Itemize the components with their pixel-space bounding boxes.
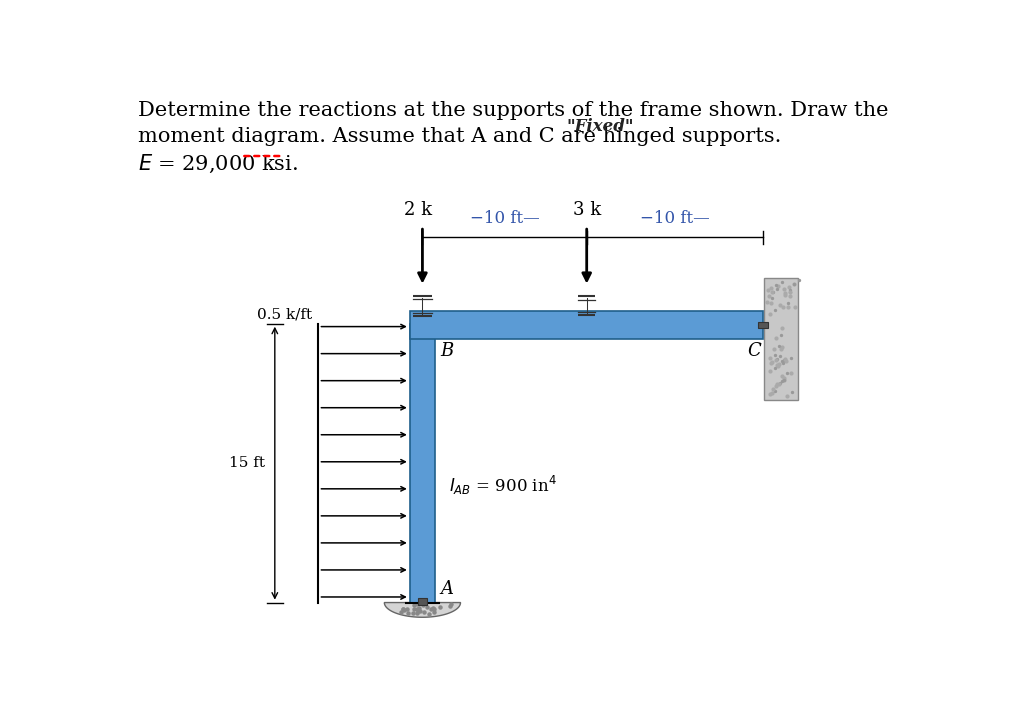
Bar [765, 277, 798, 400]
Bar [410, 311, 763, 339]
Text: $I_{BC}$ = 400 in$^4$: $I_{BC}$ = 400 in$^4$ [556, 313, 665, 337]
Text: C: C [748, 342, 761, 360]
Bar [758, 321, 768, 328]
Text: 2 k: 2 k [404, 201, 432, 219]
Text: 3 k: 3 k [572, 201, 601, 219]
Bar [418, 598, 427, 605]
Text: 15 ft: 15 ft [229, 456, 265, 470]
Text: −10 ft—: −10 ft— [640, 211, 710, 227]
Text: B: B [440, 342, 454, 360]
Text: A: A [440, 580, 453, 598]
Text: −10 ft—: −10 ft— [470, 211, 540, 227]
Text: 0.5 k/ft: 0.5 k/ft [257, 308, 312, 321]
Text: $I_{AB}$ = 900 in$^4$: $I_{AB}$ = 900 in$^4$ [450, 474, 557, 497]
Polygon shape [384, 602, 461, 618]
Text: moment diagram. Assume that A and C are hinged supports.: moment diagram. Assume that A and C are … [137, 127, 781, 146]
Text: Determine the reactions at the supports of the frame shown. Draw the: Determine the reactions at the supports … [137, 101, 888, 119]
Text: $E$ = 29,000 ksi.: $E$ = 29,000 ksi. [137, 153, 298, 175]
Text: "Fixed": "Fixed" [566, 117, 634, 135]
Bar [410, 324, 435, 602]
